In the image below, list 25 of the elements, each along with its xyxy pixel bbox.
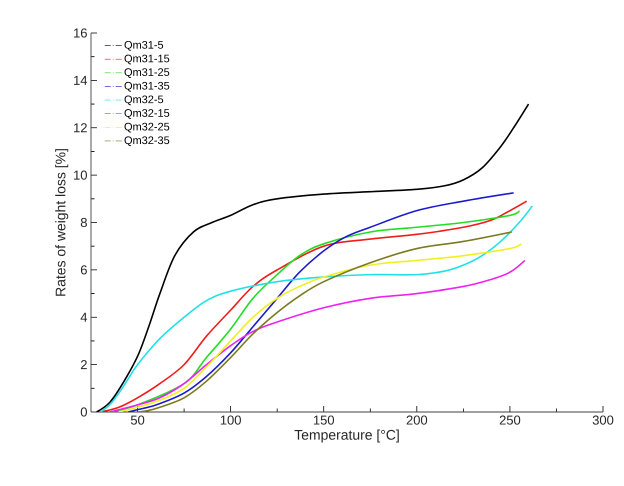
- y-axis-title: Rates of weight loss [%]: [55, 149, 68, 296]
- y-tick-label: 12: [74, 123, 87, 132]
- legend-label: Qm31-25: [124, 68, 170, 78]
- legend-label: Qm32-15: [124, 109, 170, 119]
- y-tick-label: 16: [74, 28, 87, 38]
- legend-label: Qm32-35: [124, 136, 170, 146]
- x-axis-title: Temperature [°C]: [294, 430, 399, 443]
- legend-label: Qm32-25: [124, 122, 170, 132]
- y-tick-label: 2: [80, 360, 87, 370]
- y-tick-label: 0: [80, 407, 87, 417]
- legend-label: Qm31-5: [124, 40, 164, 51]
- x-tick-label: 150: [314, 416, 334, 425]
- y-tick-label: 6: [80, 265, 87, 274]
- y-tick-label: 14: [74, 76, 88, 85]
- y-tick-label: 4: [80, 312, 88, 322]
- legend-label: Qm31-15: [124, 54, 170, 64]
- x-tick-label: 250: [500, 416, 520, 425]
- x-tick-label: 200: [406, 416, 428, 425]
- y-tick-label: 10: [74, 170, 87, 180]
- legend-label: Qm31-35: [124, 82, 170, 92]
- x-tick-label: 100: [220, 416, 241, 425]
- y-tick-label: 8: [80, 218, 87, 228]
- x-tick-label: 50: [130, 416, 144, 425]
- x-tick-label: 300: [592, 416, 614, 425]
- legend-label: Qm32-5: [124, 96, 164, 106]
